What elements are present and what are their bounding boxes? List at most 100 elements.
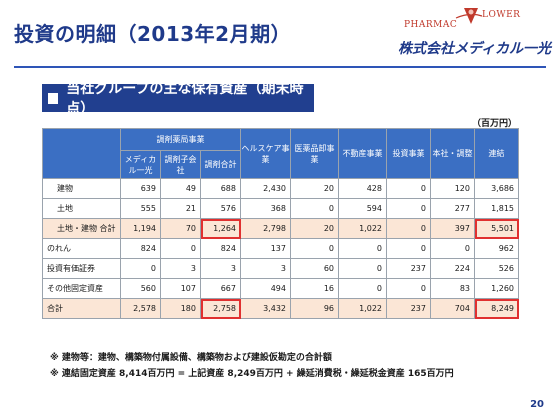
square-bullet-icon bbox=[48, 92, 59, 104]
table-cell: 0 bbox=[290, 198, 339, 219]
table-cell: 368 bbox=[240, 198, 291, 219]
table-cell: 2,578 bbox=[120, 298, 161, 319]
page-title: 投資の明細（2013年2月期） bbox=[14, 22, 292, 46]
row-label: 投資有価証券 bbox=[42, 258, 121, 279]
column-header: ヘルスケア事業 bbox=[240, 128, 291, 179]
table-cell: 21 bbox=[160, 198, 201, 219]
table-cell: 70 bbox=[160, 218, 201, 239]
table-cell: 60 bbox=[290, 258, 339, 279]
sub-header: 調剤合計 bbox=[200, 150, 241, 179]
table-cell: 20 bbox=[290, 218, 339, 239]
table-cell: 137 bbox=[240, 238, 291, 259]
row-label: 土地・建物 合計 bbox=[42, 218, 121, 239]
table-cell: 2,430 bbox=[240, 178, 291, 199]
table-cell: 107 bbox=[160, 278, 201, 299]
table-cell: 962 bbox=[474, 238, 519, 259]
table-cell: 0 bbox=[338, 238, 387, 259]
table-cell: 397 bbox=[430, 218, 475, 239]
group-header: 調剤薬局事業 bbox=[120, 128, 241, 151]
table-row: 土地・建物 合計 1,194 70 1,264 2,798 20 1,022 0 397 5,50… bbox=[42, 218, 519, 239]
table-cell: 120 bbox=[430, 178, 475, 199]
table-cell: 0 bbox=[120, 258, 161, 279]
table-cell: 1,815 bbox=[474, 198, 519, 219]
table-cell: 1,260 bbox=[474, 278, 519, 299]
row-label: 土地 bbox=[42, 198, 121, 219]
column-header: 投資事業 bbox=[386, 128, 431, 179]
table-cell: 237 bbox=[386, 258, 431, 279]
table-cell: 0 bbox=[386, 178, 431, 199]
table-cell: 0 bbox=[386, 218, 431, 239]
table-cell: 688 bbox=[200, 178, 241, 199]
corner-header bbox=[42, 128, 121, 179]
table-cell: 0 bbox=[160, 238, 201, 259]
table-cell: 824 bbox=[120, 238, 161, 259]
table-cell: 494 bbox=[240, 278, 291, 299]
page-number: 20 bbox=[530, 399, 544, 410]
section-title: 当社グループの主な保有資産（期末時点） bbox=[66, 81, 304, 117]
table-cell: 526 bbox=[474, 258, 519, 279]
row-label: 建物 bbox=[42, 178, 121, 199]
table-cell: 16 bbox=[290, 278, 339, 299]
asset-table: 調剤薬局事業 ヘルスケア事業 医薬品卸事業 不動産事業 投資事業 本社・調整 連… bbox=[42, 128, 519, 319]
table-cell: 576 bbox=[200, 198, 241, 219]
footnote: ※ 連結固定資産 8,414百万円 = 上記資産 8,249百万円 + 繰延消費… bbox=[50, 369, 454, 379]
table-cell: 0 bbox=[386, 238, 431, 259]
table-cell: 0 bbox=[430, 238, 475, 259]
table-cell: 96 bbox=[290, 298, 339, 319]
table-cell: 1,194 bbox=[120, 218, 161, 239]
table-row: のれん 824 0 824 137 0 0 0 0 962 bbox=[42, 238, 519, 259]
table-cell: 49 bbox=[160, 178, 201, 199]
sub-header: メディカル一光 bbox=[120, 150, 161, 179]
table-cell: 3,432 bbox=[240, 298, 291, 319]
table-cell: 224 bbox=[430, 258, 475, 279]
footnote: ※ 建物等：建物、構築物付属設備、構築物および建設仮勘定の合計額 bbox=[50, 353, 332, 363]
logo-brand-left: PHARMAC bbox=[404, 20, 458, 30]
table-cell: 555 bbox=[120, 198, 161, 219]
table-cell: 83 bbox=[430, 278, 475, 299]
table-cell: 237 bbox=[386, 298, 431, 319]
company-name: 株式会社メディカル一光 bbox=[398, 41, 552, 57]
table-row: 土地 555 21 576 368 0 594 0 277 1,815 bbox=[42, 198, 519, 219]
table-cell: 8,249 bbox=[474, 298, 519, 319]
table-row: その他固定資産 560 107 667 494 16 0 0 83 1,260 bbox=[42, 278, 519, 299]
table-cell: 1,022 bbox=[338, 298, 387, 319]
section-heading: 当社グループの主な保有資産（期末時点） bbox=[42, 81, 314, 117]
table-cell: 639 bbox=[120, 178, 161, 199]
column-header: 本社・調整 bbox=[430, 128, 475, 179]
company-logo: PHARMAC LOWER 株式会社メディカル一光 bbox=[398, 6, 552, 64]
table-cell: 428 bbox=[338, 178, 387, 199]
table-cell: 180 bbox=[160, 298, 201, 319]
table-cell: 0 bbox=[338, 278, 387, 299]
row-label: 合計 bbox=[42, 298, 121, 319]
row-label: のれん bbox=[42, 238, 121, 259]
table-cell: 1,264 bbox=[200, 218, 241, 239]
logo-brand-right: LOWER bbox=[482, 10, 521, 20]
table-cell: 824 bbox=[200, 238, 241, 259]
table-cell: 20 bbox=[290, 178, 339, 199]
table-cell: 5,501 bbox=[474, 218, 519, 239]
table-row: 合計 2,578 180 2,758 3,432 96 1,022 237 704 8,249 bbox=[42, 298, 519, 319]
table-cell: 0 bbox=[290, 238, 339, 259]
table-cell: 0 bbox=[386, 278, 431, 299]
table-row: 投資有価証券 0 3 3 3 60 0 237 224 526 bbox=[42, 258, 519, 279]
table-cell: 3,686 bbox=[474, 178, 519, 199]
table-cell: 1,022 bbox=[338, 218, 387, 239]
table-cell: 2,798 bbox=[240, 218, 291, 239]
row-label: その他固定資産 bbox=[42, 278, 121, 299]
table-cell: 0 bbox=[386, 198, 431, 219]
table-cell: 667 bbox=[200, 278, 241, 299]
table-cell: 594 bbox=[338, 198, 387, 219]
column-header: 連結 bbox=[474, 128, 519, 179]
table-cell: 3 bbox=[200, 258, 241, 279]
column-header: 医薬品卸事業 bbox=[290, 128, 339, 179]
table-cell: 560 bbox=[120, 278, 161, 299]
table-cell: 3 bbox=[160, 258, 201, 279]
sub-header: 調剤子会社 bbox=[160, 150, 201, 179]
table-row: 建物 639 49 688 2,430 20 428 0 120 3,686 bbox=[42, 178, 519, 199]
flower-logo-icon bbox=[455, 8, 483, 24]
table-cell: 2,758 bbox=[200, 298, 241, 319]
header-divider bbox=[14, 66, 546, 68]
unit-label: （百万円） bbox=[472, 119, 518, 129]
column-header: 不動産事業 bbox=[338, 128, 387, 179]
table-cell: 704 bbox=[430, 298, 475, 319]
